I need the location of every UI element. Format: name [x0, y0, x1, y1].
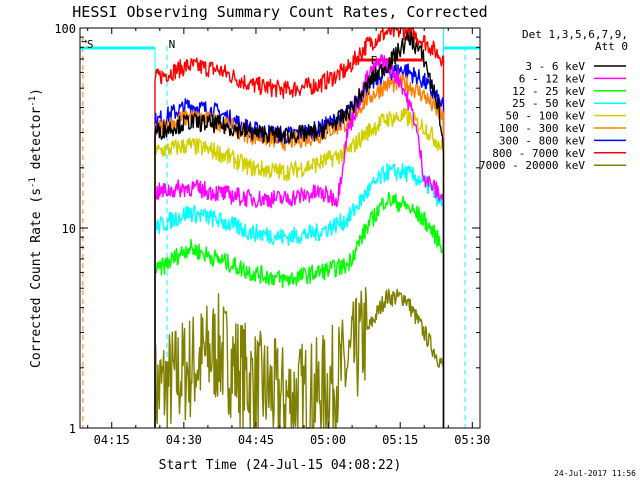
legend-label: 100 - 300 keV [499, 122, 585, 135]
series-line [154, 31, 445, 428]
legend-label: 300 - 800 keV [499, 134, 585, 147]
legend-label: 800 - 7000 keV [492, 147, 585, 160]
y-axis-label-part: ) [29, 88, 44, 96]
x-tick-label: 04:15 [94, 433, 130, 447]
annotation-label: S [87, 38, 94, 51]
y-tick-label: 100 [54, 22, 76, 36]
annotation-arrow: → [81, 36, 87, 47]
series-line [154, 107, 445, 428]
generated-timestamp: 24-Jul-2017 11:56 [554, 469, 636, 478]
series-line [154, 287, 445, 429]
series-line [154, 191, 445, 428]
legend-label: 3 - 6 keV [525, 60, 585, 73]
chart-title: HESSI Observing Summary Count Rates, Cor… [72, 3, 487, 21]
y-axis-label-part: -1 [28, 177, 38, 188]
x-tick-label: 04:45 [238, 433, 274, 447]
y-axis-label: Corrected Count Rate (s-1 detector-1) [28, 88, 44, 368]
y-tick-label: 1 [69, 422, 76, 436]
x-tick-label: 05:00 [310, 433, 346, 447]
legend-label: 7000 - 20000 keV [479, 159, 585, 172]
x-tick-label: 05:30 [454, 433, 490, 447]
legend-label: 6 - 12 keV [519, 72, 586, 85]
x-axis-label: Start Time (24-Jul-15 04:08:22) [159, 458, 402, 473]
annotation-label: F [371, 54, 378, 67]
series-line [154, 163, 445, 428]
annotation-label: N [169, 38, 176, 51]
y-axis-label-part: detector [29, 107, 44, 178]
legend-header: Det 1,3,5,6,7,9, [522, 28, 628, 41]
plot-area: S N F → [79, 27, 481, 429]
x-axis: 04:15 04:30 04:45 05:00 05:15 05:30 [87, 28, 490, 447]
y-axis-label-part: -1 [28, 96, 38, 107]
legend-label: 25 - 50 keV [512, 97, 585, 110]
x-tick-label: 04:30 [166, 433, 202, 447]
series-line [154, 54, 445, 428]
y-tick-label: 10 [62, 222, 76, 236]
x-tick-label: 05:15 [382, 433, 418, 447]
legend-label: 12 - 25 keV [512, 85, 585, 98]
legend-header: Att 0 [595, 40, 628, 53]
legend-label: 50 - 100 keV [506, 110, 586, 123]
y-axis-label-part: Corrected Count Rate (s [29, 188, 44, 368]
y-axis: 1 10 100 [54, 22, 480, 436]
